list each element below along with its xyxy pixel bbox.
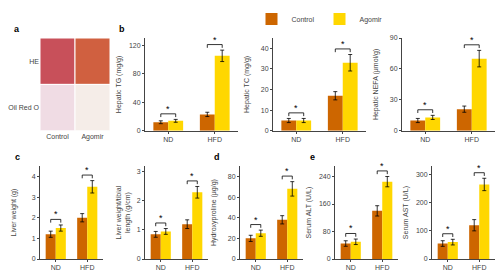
svg-text:0: 0 <box>394 127 398 134</box>
svg-text:a: a <box>14 24 20 34</box>
svg-text:*: * <box>380 161 384 171</box>
svg-text:ND: ND <box>291 136 301 143</box>
svg-text:Control: Control <box>46 133 69 140</box>
svg-text:30: 30 <box>390 96 398 103</box>
svg-text:*: * <box>341 39 345 49</box>
svg-text:*: * <box>159 213 163 223</box>
svg-text:Serum ALT (U/L): Serum ALT (U/L) <box>305 187 313 239</box>
svg-text:*: * <box>166 104 170 114</box>
svg-text:HFD: HFD <box>465 136 479 143</box>
svg-text:3: 3 <box>32 194 36 201</box>
svg-text:ND: ND <box>163 136 173 143</box>
svg-text:240: 240 <box>319 173 331 180</box>
svg-text:ND: ND <box>156 264 166 271</box>
svg-text:40: 40 <box>261 45 269 52</box>
svg-text:160: 160 <box>319 200 331 207</box>
svg-text:*: * <box>477 163 481 173</box>
svg-text:0: 0 <box>265 127 269 134</box>
svg-text:d: d <box>214 152 220 162</box>
svg-text:Hepatic TG (mg/g): Hepatic TG (mg/g) <box>115 56 123 113</box>
svg-text:Hepatic NEFA (μmol/g): Hepatic NEFA (μmol/g) <box>372 49 380 120</box>
svg-text:c: c <box>15 152 20 162</box>
svg-text:100: 100 <box>416 227 428 234</box>
svg-text:1: 1 <box>137 226 141 233</box>
svg-text:0: 0 <box>327 255 331 262</box>
svg-text:HFD: HFD <box>185 264 199 271</box>
svg-text:80: 80 <box>228 173 236 180</box>
svg-text:60: 60 <box>228 194 236 201</box>
svg-text:40: 40 <box>133 99 141 106</box>
svg-text:HFD: HFD <box>280 264 294 271</box>
svg-text:Agomir: Agomir <box>360 16 383 24</box>
svg-text:ND: ND <box>420 136 430 143</box>
svg-text:ND: ND <box>346 264 356 271</box>
svg-text:ND: ND <box>443 264 453 271</box>
svg-text:3: 3 <box>137 168 141 175</box>
svg-text:HFD: HFD <box>336 136 350 143</box>
svg-text:*: * <box>54 209 58 219</box>
svg-text:200: 200 <box>416 199 428 206</box>
svg-text:Serum AST (U/L): Serum AST (U/L) <box>402 186 410 239</box>
svg-text:*: * <box>470 35 474 45</box>
svg-text:120: 120 <box>129 42 141 49</box>
svg-text:4: 4 <box>32 173 36 180</box>
svg-text:*: * <box>85 165 89 175</box>
svg-text:2: 2 <box>32 214 36 221</box>
svg-text:60: 60 <box>390 65 398 72</box>
svg-text:b: b <box>119 24 125 34</box>
svg-text:30: 30 <box>261 65 269 72</box>
svg-text:80: 80 <box>133 70 141 77</box>
svg-text:Oil Red O: Oil Red O <box>8 104 39 111</box>
svg-text:Liver weight (g): Liver weight (g) <box>10 189 18 237</box>
svg-text:90: 90 <box>390 34 398 41</box>
svg-text:ND: ND <box>251 264 261 271</box>
svg-text:*: * <box>285 166 289 176</box>
svg-text:Hepatic TC (mg/g): Hepatic TC (mg/g) <box>243 56 251 113</box>
svg-text:*: * <box>294 103 298 113</box>
svg-text:0: 0 <box>137 127 141 134</box>
svg-text:0: 0 <box>32 255 36 262</box>
svg-text:*: * <box>446 224 450 234</box>
svg-text:300: 300 <box>416 171 428 178</box>
svg-text:Control: Control <box>292 16 315 23</box>
svg-text:20: 20 <box>261 86 269 93</box>
svg-text:Hydroxyproline (μg/g): Hydroxyproline (μg/g) <box>210 179 218 246</box>
svg-text:*: * <box>254 215 258 225</box>
svg-text:2: 2 <box>137 197 141 204</box>
svg-text:0: 0 <box>137 255 141 262</box>
svg-text:Agomir: Agomir <box>81 133 104 141</box>
svg-text:Liver weight/tibiallength (g/c: Liver weight/tibiallength (g/cm) <box>115 185 132 239</box>
svg-text:HFD: HFD <box>375 264 389 271</box>
svg-text:0: 0 <box>232 255 236 262</box>
svg-text:HFD: HFD <box>80 264 94 271</box>
svg-text:80: 80 <box>323 228 331 235</box>
svg-text:40: 40 <box>228 214 236 221</box>
svg-text:1: 1 <box>32 235 36 242</box>
svg-text:HFD: HFD <box>472 264 486 271</box>
svg-text:20: 20 <box>228 235 236 242</box>
svg-text:HE: HE <box>29 58 39 65</box>
svg-text:*: * <box>190 171 194 181</box>
svg-text:HFD: HFD <box>208 136 222 143</box>
svg-text:e: e <box>310 152 315 162</box>
svg-text:10: 10 <box>261 107 269 114</box>
svg-text:0: 0 <box>424 255 428 262</box>
svg-text:ND: ND <box>51 264 61 271</box>
svg-text:*: * <box>213 35 217 45</box>
svg-text:*: * <box>423 100 427 110</box>
svg-text:*: * <box>349 223 353 233</box>
